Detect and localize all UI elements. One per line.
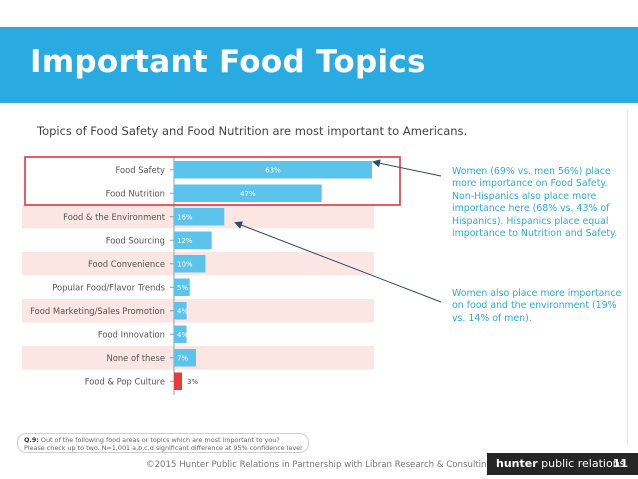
bar-7 xyxy=(174,302,187,320)
category-label: Food Sourcing xyxy=(106,235,165,245)
footer-copyright: ©2015 Hunter Public Relations in Partner… xyxy=(146,460,492,470)
category-label: Food Convenience xyxy=(88,259,165,269)
category-label: None of these xyxy=(106,353,165,363)
header-band xyxy=(0,27,638,103)
annotation-food-safety: Women (69% vs. men 56%) place more impor… xyxy=(452,166,618,240)
footnote-note: Please check up to two. N=1,001 a,b,c,d … xyxy=(24,444,302,453)
value-label: 16% xyxy=(177,214,193,222)
annotation-environment: Women also place more importance on food… xyxy=(452,288,622,324)
value-label: 4% xyxy=(177,331,188,339)
category-label: Food & Pop Culture xyxy=(85,376,165,386)
bar-3 xyxy=(174,208,225,226)
slide-subtitle: Topics of Food Safety and Food Nutrition… xyxy=(37,124,468,138)
brand-bar: hunter public relations 11 xyxy=(487,453,638,475)
bar-chart: Food Safety 63% Food Nutrition 47% Food & th… xyxy=(22,156,401,395)
value-label: 10% xyxy=(177,261,193,269)
bar-9 xyxy=(174,349,196,367)
footnote: Q.9: Out of the following food areas or … xyxy=(17,433,309,453)
value-label: 12% xyxy=(177,237,193,245)
value-label: 63% xyxy=(265,167,281,175)
category-label: Food Marketing/Sales Promotion xyxy=(30,306,165,316)
value-label: 3% xyxy=(187,378,198,386)
row-band xyxy=(22,299,374,323)
value-label: 4% xyxy=(177,308,188,316)
value-label: 7% xyxy=(177,355,188,363)
value-label: 5% xyxy=(177,284,188,292)
bar-6 xyxy=(174,278,190,296)
bar-2 xyxy=(174,184,322,202)
category-label: Popular Food/Flavor Trends xyxy=(52,282,165,292)
category-label: Food Nutrition xyxy=(106,188,165,198)
category-label: Food Safety xyxy=(115,165,165,175)
brand-name-rest: public relations xyxy=(537,457,626,470)
row-band xyxy=(22,346,374,370)
value-label: 47% xyxy=(240,190,256,198)
category-label: Food & the Environment xyxy=(63,212,166,222)
bar-10 xyxy=(174,372,182,390)
highlight-box xyxy=(24,156,401,206)
brand-name-bold: hunter xyxy=(496,457,538,470)
right-divider xyxy=(627,110,628,445)
footnote-question: Out of the following food areas or topic… xyxy=(40,436,280,444)
page-title: Important Food Topics xyxy=(30,44,426,80)
bar-1 xyxy=(174,161,372,179)
bar-5 xyxy=(174,255,206,273)
top-strip xyxy=(0,0,638,12)
page-number: 11 xyxy=(612,457,628,470)
bar-4 xyxy=(174,231,212,249)
category-label: Food Innovation xyxy=(98,329,165,339)
bar-8 xyxy=(174,325,187,343)
footnote-label: Q.9: xyxy=(24,436,39,444)
